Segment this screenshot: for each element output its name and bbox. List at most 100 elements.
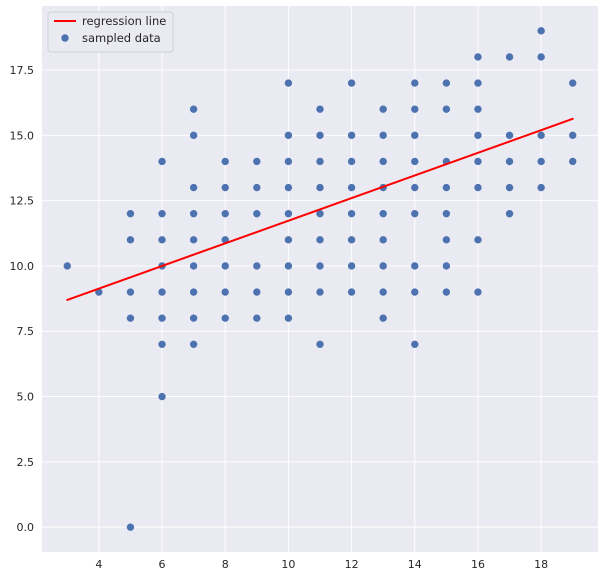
data-point xyxy=(569,79,577,87)
data-point xyxy=(284,131,293,140)
data-point xyxy=(347,131,356,140)
data-point xyxy=(221,314,229,322)
data-point xyxy=(379,236,387,244)
data-point xyxy=(379,105,387,113)
legend-label-sampled-data: sampled data xyxy=(82,31,161,45)
data-point xyxy=(189,105,198,113)
data-point xyxy=(474,131,482,140)
data-point xyxy=(189,183,198,192)
y-tick-label: 15.0 xyxy=(10,129,35,142)
data-point xyxy=(411,183,419,192)
data-point xyxy=(253,209,261,218)
data-point xyxy=(158,392,166,401)
data-point xyxy=(505,209,514,218)
data-point xyxy=(126,314,135,322)
data-point xyxy=(411,209,419,218)
data-point xyxy=(474,53,482,61)
data-point xyxy=(411,340,419,349)
data-point xyxy=(347,157,356,166)
data-point xyxy=(442,79,451,87)
data-point xyxy=(442,105,451,113)
data-point xyxy=(126,288,135,296)
data-point xyxy=(537,131,545,140)
regression-line xyxy=(66,117,574,301)
data-point xyxy=(253,288,261,296)
data-point xyxy=(411,79,419,87)
data-point xyxy=(474,105,482,113)
data-point xyxy=(158,340,166,349)
data-point xyxy=(379,262,387,270)
data-point xyxy=(537,53,545,61)
data-point xyxy=(126,209,135,218)
data-point xyxy=(316,209,324,218)
data-point xyxy=(316,262,324,270)
data-point xyxy=(221,262,229,270)
data-point xyxy=(126,236,135,244)
data-point xyxy=(284,157,293,166)
data-point xyxy=(474,157,482,166)
data-point xyxy=(442,209,451,218)
data-point xyxy=(347,209,356,218)
data-point xyxy=(284,314,293,322)
y-tick-label: 2.5 xyxy=(17,456,35,469)
y-tick-label: 7.5 xyxy=(17,325,35,338)
data-point xyxy=(284,236,293,244)
data-point xyxy=(221,157,229,166)
data-point xyxy=(316,288,324,296)
series-layer xyxy=(63,27,577,531)
data-point xyxy=(347,288,356,296)
data-point xyxy=(474,183,482,192)
legend-sampled-data-swatch xyxy=(61,34,69,42)
data-point xyxy=(221,183,229,192)
data-point xyxy=(126,523,135,531)
data-point xyxy=(347,262,356,270)
data-point xyxy=(253,157,261,166)
data-point xyxy=(158,209,166,218)
data-point xyxy=(505,53,514,61)
data-point xyxy=(158,288,166,296)
y-tick-label: 5.0 xyxy=(17,391,35,404)
data-point xyxy=(63,262,71,270)
data-point xyxy=(221,209,229,218)
x-tick-label: 6 xyxy=(159,558,166,571)
data-point xyxy=(505,157,514,166)
data-point xyxy=(158,236,166,244)
data-point xyxy=(284,262,293,270)
data-point xyxy=(379,131,387,140)
plot-area xyxy=(42,6,598,552)
data-point xyxy=(189,131,198,140)
data-point xyxy=(316,340,324,349)
data-point xyxy=(505,131,514,140)
y-tick-label: 10.0 xyxy=(10,260,35,273)
data-point xyxy=(347,183,356,192)
data-point xyxy=(474,79,482,87)
data-point xyxy=(379,157,387,166)
data-point xyxy=(316,157,324,166)
data-point xyxy=(537,27,545,35)
data-point xyxy=(284,209,293,218)
data-point xyxy=(189,340,198,349)
data-point xyxy=(411,105,419,113)
data-point xyxy=(253,183,261,192)
data-point xyxy=(189,288,198,296)
data-point xyxy=(569,131,577,140)
x-tick-label: 16 xyxy=(471,558,485,571)
data-point xyxy=(379,314,387,322)
data-point xyxy=(189,314,198,322)
legend-label-regression-line: regression line xyxy=(82,14,166,28)
data-point xyxy=(253,262,261,270)
data-point xyxy=(316,236,324,244)
data-point xyxy=(316,105,324,113)
x-tick-label: 14 xyxy=(408,558,422,571)
data-point xyxy=(379,209,387,218)
tick-labels: 4 6 8 10 12 14 16 18 0.0 2.5 5.0 7.5 10.0 12.5 15.0 17.… xyxy=(10,64,549,571)
data-point xyxy=(505,183,514,192)
data-point xyxy=(284,183,293,192)
data-point xyxy=(442,262,451,270)
data-point xyxy=(221,288,229,296)
legend-box xyxy=(47,11,174,53)
data-point xyxy=(537,183,545,192)
x-tick-label: 4 xyxy=(95,558,102,571)
data-point xyxy=(379,288,387,296)
